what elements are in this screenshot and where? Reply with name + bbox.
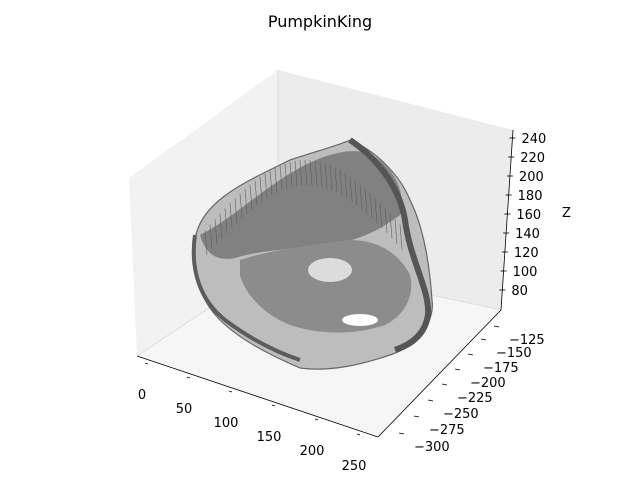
surface-slice <box>364 188 368 214</box>
z-tick-label: 120 <box>514 246 539 261</box>
x-tick-mark <box>314 418 319 421</box>
y-tick-label: −250 <box>443 407 479 422</box>
surface-slice <box>379 203 383 229</box>
surface-slice <box>249 184 253 210</box>
surface-slice <box>209 224 213 250</box>
surface-slice <box>219 213 223 239</box>
y-tick-mark <box>480 338 487 341</box>
surface-slice <box>294 160 298 186</box>
y-tick-label: −200 <box>470 376 506 391</box>
surface-slice <box>204 229 208 256</box>
y-tick-mark <box>467 353 474 356</box>
y-tick-mark <box>454 368 461 371</box>
surface-slice <box>299 160 303 186</box>
surface-slice <box>214 219 218 245</box>
surface-slice <box>274 167 278 193</box>
y-axis-line <box>377 309 502 438</box>
x-tick-mark <box>356 433 361 436</box>
surface-slice <box>279 165 283 191</box>
z-axis-label: Z <box>562 206 571 221</box>
z-tick-label: 160 <box>516 208 541 223</box>
z-tick-label: 200 <box>519 170 544 185</box>
surface-slice <box>394 219 398 245</box>
x-ticks: 0 50 100 150 200 250 <box>138 362 367 474</box>
z-tick-label: 100 <box>513 265 538 280</box>
pumpkin-eye <box>308 258 352 282</box>
z-tick-label: 220 <box>520 151 545 166</box>
surface-slice <box>324 163 328 189</box>
surface-slice <box>304 159 308 186</box>
surface-slice <box>259 176 263 202</box>
x-tick-mark <box>186 376 191 379</box>
surface-slice <box>384 208 388 234</box>
x-tick-mark <box>144 362 149 365</box>
surface-slice <box>354 180 358 206</box>
x-tick-mark <box>271 404 276 407</box>
surface-slice <box>399 224 403 250</box>
x-tick-mark <box>228 390 233 393</box>
x-axis-line <box>136 355 379 438</box>
surface-slice <box>339 170 343 196</box>
chart-title: PumpkinKing <box>267 12 373 31</box>
x-tick-label: 150 <box>257 430 282 445</box>
surface-slice <box>349 176 353 202</box>
y-tick-label: −275 <box>429 423 465 438</box>
x-tick-label: 250 <box>342 459 367 474</box>
z-tick-label: 240 <box>521 132 546 147</box>
surface-slice <box>269 170 273 196</box>
y-tick-mark <box>413 415 420 418</box>
y-tick-label: −125 <box>509 333 545 348</box>
z-tick-label: 140 <box>515 227 540 242</box>
surface-slice <box>239 193 243 219</box>
surface-slice <box>264 173 268 199</box>
x-tick-label: 200 <box>300 444 325 459</box>
surface-slice <box>359 184 363 210</box>
y-tick-label: −300 <box>414 440 450 455</box>
x-tick-label: 50 <box>176 402 193 417</box>
surface-slice <box>289 161 293 187</box>
z-tick-label: 180 <box>518 189 543 204</box>
surface-slice <box>329 165 333 191</box>
y-tick-mark <box>427 399 434 402</box>
y-tick-label: −150 <box>496 346 532 361</box>
pumpkin-cavity <box>240 240 412 333</box>
y-tick-label: −175 <box>483 361 519 376</box>
z-ticks: 80 100 120 140 160 180 200 220 240 <box>499 132 546 299</box>
surface-slice <box>389 213 393 239</box>
x-tick-label: 100 <box>214 416 239 431</box>
surface-slice <box>224 208 228 234</box>
surface-slice <box>309 160 313 186</box>
surface-slice <box>234 198 238 224</box>
y-tick-mark <box>441 383 448 386</box>
surface-slice <box>229 203 233 229</box>
z-tick-label: 80 <box>511 284 528 299</box>
pumpkin-mouth <box>342 314 378 326</box>
y-ticks: −125−150−175−200−225−250−275 −300 <box>398 325 545 455</box>
pumpkin-upper-band <box>200 151 402 259</box>
surface-slice <box>369 193 373 219</box>
z-axis-line <box>500 129 514 311</box>
surface-slice <box>374 198 378 224</box>
y-tick-mark <box>398 432 405 435</box>
surface-slice <box>244 188 248 214</box>
surface-slice <box>314 160 318 186</box>
surface-slice <box>334 167 338 193</box>
y-tick-mark <box>493 325 500 328</box>
pumpkin-rim <box>348 137 432 353</box>
x-tick-label: 0 <box>138 388 146 403</box>
surface-slice <box>319 161 323 187</box>
point-cloud <box>191 137 433 370</box>
surface-slice <box>344 173 348 199</box>
surface-slice <box>254 180 258 206</box>
surface-slice <box>284 163 288 189</box>
pumpkin-left-rim <box>191 234 301 362</box>
y-tick-label: −225 <box>457 391 493 406</box>
